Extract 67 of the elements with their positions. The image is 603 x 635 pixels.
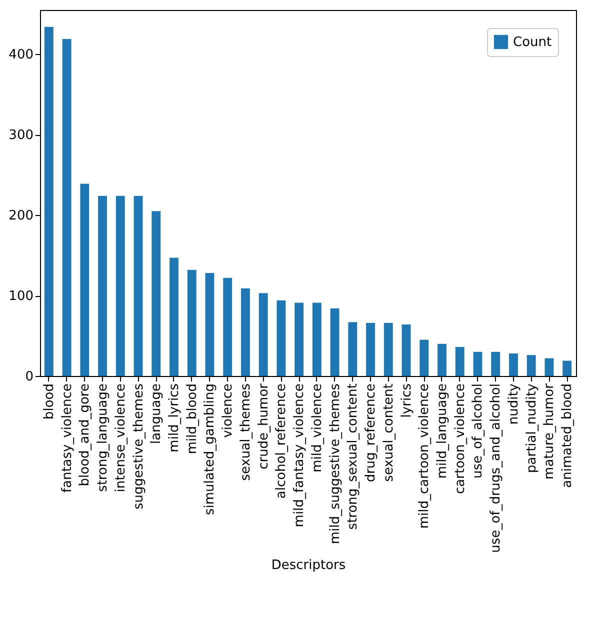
x-tick-label: simulated_gambling bbox=[202, 384, 218, 516]
x-tick-label: strong_language bbox=[96, 384, 111, 492]
x-tick-label: language bbox=[149, 384, 164, 444]
x-tick-label: violence bbox=[220, 384, 236, 438]
y-tick-label: 300 bbox=[8, 128, 34, 144]
x-axis-title: Descriptors bbox=[271, 558, 346, 573]
y-tick-label: 200 bbox=[8, 208, 34, 224]
y-tick-label: 0 bbox=[25, 370, 34, 384]
bar bbox=[170, 258, 178, 376]
bar bbox=[562, 360, 572, 376]
x-tick-label: cartoon_violence bbox=[452, 384, 468, 494]
bar bbox=[134, 196, 143, 376]
bar bbox=[152, 211, 161, 376]
x-tick-label: blood_and_gore bbox=[78, 384, 93, 486]
x-tick-label: sexual_content bbox=[381, 384, 396, 482]
x-tick-label: drug_reference bbox=[364, 384, 379, 482]
bar bbox=[384, 322, 393, 376]
bar bbox=[258, 293, 268, 376]
x-tick-label: crude_humor bbox=[256, 382, 272, 470]
x-tick-label: alcohol_reference bbox=[274, 384, 290, 499]
x-tick-label: mild_language bbox=[435, 384, 450, 479]
bar bbox=[98, 196, 107, 376]
y-tick-label: 400 bbox=[8, 48, 34, 63]
bar bbox=[62, 38, 72, 376]
bar bbox=[276, 300, 286, 376]
x-tick-label: intense_violence bbox=[113, 384, 128, 492]
bar bbox=[544, 358, 554, 376]
bar bbox=[294, 302, 304, 376]
bar bbox=[330, 308, 340, 376]
bar bbox=[205, 273, 214, 376]
bar bbox=[473, 352, 482, 376]
x-tick-label: mild_violence bbox=[310, 384, 325, 472]
x-tick-label: use_of_drugs_and_alcohol bbox=[488, 384, 504, 553]
x-tick-label: partial_nudity bbox=[524, 383, 540, 473]
x-tick-label: animated_blood bbox=[560, 384, 576, 488]
x-tick-label: fantasy_violence bbox=[60, 384, 75, 493]
x-tick-label: lyrics bbox=[399, 383, 414, 418]
bar bbox=[509, 353, 518, 376]
bar bbox=[438, 344, 446, 376]
bar bbox=[420, 340, 429, 376]
x-tick-label: mild_blood bbox=[184, 384, 200, 454]
bar bbox=[312, 302, 322, 376]
x-tick-label: mild_cartoon_violence bbox=[417, 384, 432, 529]
bar bbox=[402, 324, 411, 376]
bar bbox=[348, 322, 358, 376]
x-tick-label: use_of_alcohol bbox=[470, 384, 486, 479]
bar bbox=[187, 270, 196, 376]
legend-label: Count bbox=[513, 35, 552, 50]
x-tick-label: suggestive_themes bbox=[131, 383, 146, 510]
x-tick-label: strong_sexual_content bbox=[346, 384, 361, 530]
x-tick-label: blood bbox=[42, 384, 57, 420]
x-tick-label: mild_fantasy_violence bbox=[292, 384, 308, 528]
bar bbox=[526, 355, 536, 376]
x-tick-label: mild_lyrics bbox=[167, 383, 182, 452]
x-tick-label: mild_suggestive_themes bbox=[328, 383, 343, 544]
bar bbox=[44, 26, 54, 376]
bar bbox=[455, 347, 464, 376]
bar bbox=[366, 322, 375, 376]
x-tick-label: nudity bbox=[506, 383, 522, 425]
x-tick-label: sexual_themes bbox=[238, 383, 254, 481]
bar bbox=[223, 278, 232, 376]
bar bbox=[80, 184, 90, 376]
x-tick-label: mature_humor bbox=[542, 382, 558, 480]
y-tick-label: 100 bbox=[8, 289, 34, 304]
bar bbox=[491, 352, 500, 376]
bar bbox=[241, 288, 250, 376]
bar bbox=[116, 196, 125, 376]
